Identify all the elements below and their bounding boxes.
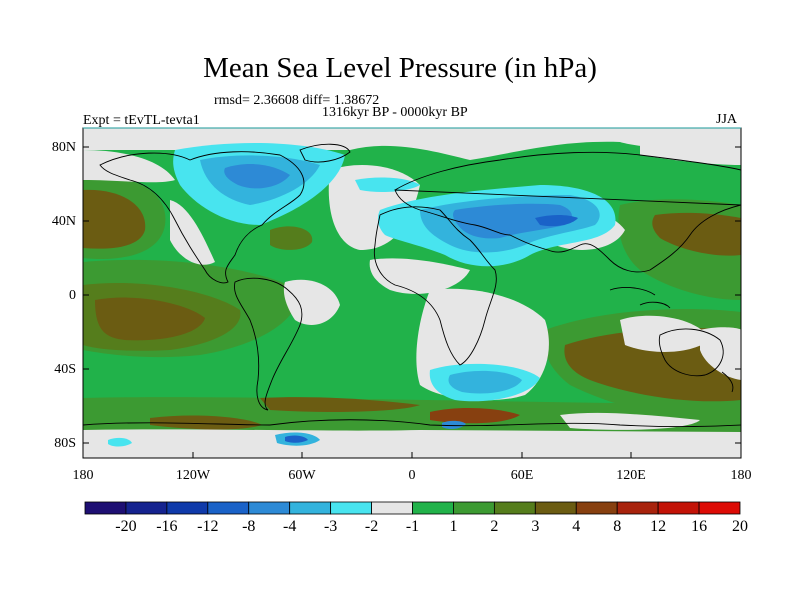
greenland-coast: [299, 143, 351, 163]
lon-label-60w: 60W: [288, 468, 316, 483]
field-ross-blue-core: [285, 435, 308, 443]
colorbar-tick-label: 16: [691, 518, 708, 535]
colorbar-swatch: [657, 501, 700, 515]
colorbar-tick-label: 12: [650, 518, 667, 535]
lon-label-180w: 180: [72, 468, 94, 483]
colorbar-tick-label: -16: [156, 518, 178, 535]
colorbar: [84, 501, 741, 515]
maritime-continent-coast: [609, 287, 671, 309]
field-aus-grey: [700, 327, 741, 380]
colorbar-swatch: [84, 501, 127, 515]
antarctica-coast: [83, 419, 741, 428]
field-asia-low-core: [453, 203, 572, 239]
colorbar-swatch: [412, 501, 454, 515]
colorbar-swatch: [371, 501, 413, 515]
lat-label-40s: 40S: [54, 362, 76, 377]
colorbar-tick-label: -12: [197, 518, 219, 535]
colorbar-tick-label: -2: [364, 518, 379, 535]
lon-label-120e: 120E: [616, 468, 646, 483]
field-spac-high: [95, 297, 205, 341]
lon-label-0: 0: [408, 468, 416, 483]
season-label: JJA: [716, 112, 738, 127]
field-siberia-grey: [640, 145, 741, 165]
new-zealand-coast: [721, 371, 734, 393]
lat-label-0: 0: [69, 288, 76, 303]
field-natl-olive: [270, 226, 313, 250]
coastlines: [83, 143, 741, 428]
field-indo-grey: [620, 315, 710, 352]
period-text: 1316kyr BP - 0000kyr BP: [322, 105, 468, 120]
field-ross-brown: [150, 415, 262, 430]
field-satl-low-core: [448, 370, 522, 394]
colorbar-swatch: [330, 501, 372, 515]
field-namerica-grey: [170, 200, 215, 265]
colorbar-swatch: [248, 501, 291, 515]
field-alaska-grey: [83, 150, 175, 183]
south-america-coast: [234, 277, 303, 411]
field-antarctic-grey-2: [560, 412, 700, 430]
lon-label-60e: 60E: [510, 468, 534, 483]
colorbar-tick-label: 4: [572, 518, 581, 535]
lat-label-80s: 80S: [54, 436, 76, 451]
colorbar-swatch: [207, 501, 250, 515]
colorbar-swatch: [493, 501, 536, 515]
field-natl-blue: [355, 177, 420, 193]
anomaly-field: [83, 128, 741, 458]
africa-coast: [373, 206, 497, 366]
colorbar-swatch: [289, 501, 332, 515]
colorbar-swatch: [125, 501, 168, 515]
colorbar-tick-label: -4: [283, 518, 297, 535]
experiment-label: Expt = tEvTL-tevta1: [83, 113, 200, 128]
lat-label-40n: 40N: [51, 214, 76, 229]
colorbar-swatch: [453, 501, 495, 515]
field-southern-brown: [260, 397, 420, 413]
colorbar-tick-label: -20: [115, 518, 137, 535]
field-sw-blue: [108, 437, 132, 447]
stats-text: rmsd= 2.36608 diff= 1.38672: [214, 93, 380, 108]
field-antarctica-grey: [83, 429, 741, 458]
colorbar-tick-label: 8: [613, 518, 622, 535]
colorbar-swatch: [575, 501, 618, 515]
field-wpac-high: [652, 212, 741, 256]
colorbar-tick-label: 3: [531, 518, 540, 535]
field-antarctic-red: [430, 408, 520, 424]
colorbar-tick-label: 2: [490, 518, 499, 535]
field-asia-low-deep: [535, 215, 578, 227]
field-canada-low-core: [224, 164, 290, 189]
field-weddell-blue: [442, 420, 466, 429]
colorbar-swatch: [616, 501, 659, 515]
lon-label-120w: 120W: [175, 468, 211, 483]
colorbar-tick-label: -1: [405, 518, 420, 535]
colorbar-swatch: [534, 501, 577, 515]
colorbar-tick-label: -8: [242, 518, 256, 535]
map-title: Mean Sea Level Pressure (in hPa): [203, 52, 597, 84]
australia-coast: [658, 328, 724, 377]
colorbar-tick-label: 1: [449, 518, 458, 535]
colorbar-tick-label: -3: [323, 518, 338, 535]
field-samerica-grey: [283, 279, 340, 325]
lat-label-80n: 80N: [51, 140, 76, 155]
axis-ticks: [82, 146, 742, 458]
colorbar-swatch: [698, 501, 741, 515]
field-npac-high: [83, 189, 146, 249]
north-america-coast: [99, 151, 305, 284]
eurasia-coast: [394, 151, 741, 273]
colorbar-tick-label: 20: [732, 518, 748, 535]
lon-label-180e: 180: [730, 468, 752, 483]
field-arctic-grey: [83, 128, 741, 160]
colorbar-swatch: [166, 501, 209, 515]
